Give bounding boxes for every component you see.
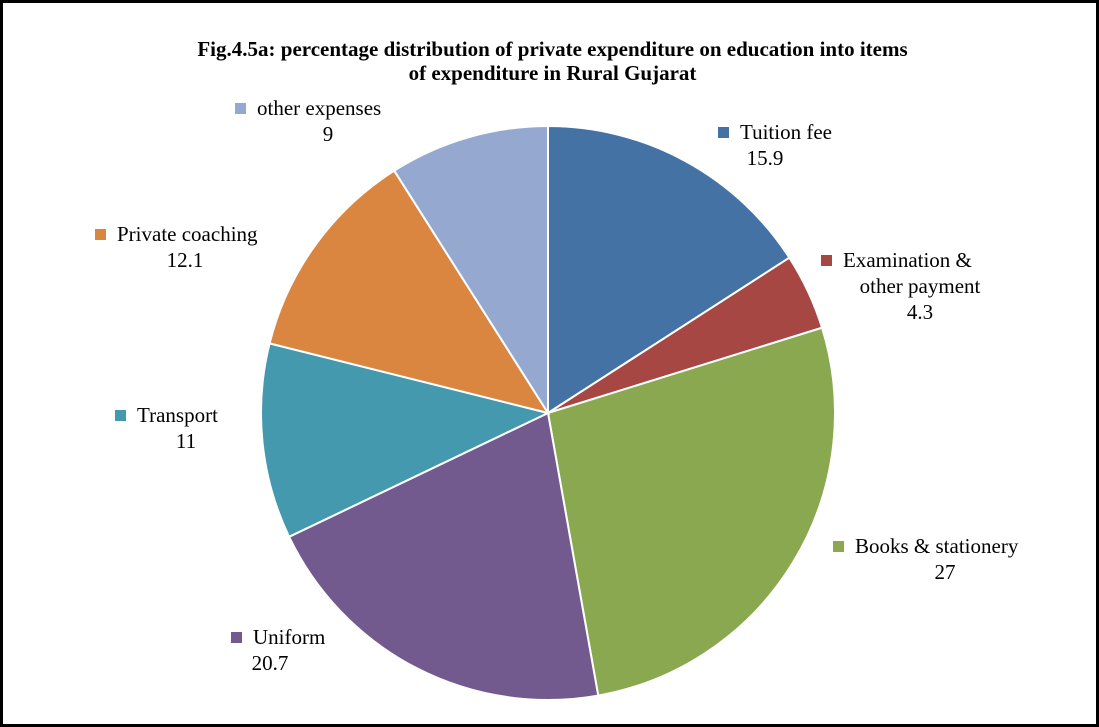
legend-swatch bbox=[115, 410, 126, 421]
category-label: other expenses bbox=[257, 96, 381, 120]
value-label: 11 bbox=[176, 429, 196, 453]
category-label: Examination & bbox=[843, 248, 972, 272]
pie-slice bbox=[546, 326, 836, 697]
legend-swatch bbox=[95, 229, 106, 240]
legend-swatch bbox=[833, 541, 844, 552]
value-label: 12.1 bbox=[167, 248, 204, 272]
value-label: 9 bbox=[323, 122, 334, 146]
category-label: Private coaching bbox=[117, 222, 258, 246]
pie-slice bbox=[260, 342, 551, 539]
legend-swatch bbox=[821, 255, 832, 266]
pie-slice bbox=[287, 411, 600, 701]
value-label: 27 bbox=[935, 560, 956, 584]
category-label: Books & stationery bbox=[855, 534, 1019, 558]
pie-slices bbox=[260, 124, 836, 701]
value-label: 15.9 bbox=[747, 146, 784, 170]
legend-swatch bbox=[235, 103, 246, 114]
value-label: 4.3 bbox=[907, 300, 933, 324]
chart-title-line-1: Fig.4.5a: percentage distribution of pri… bbox=[197, 37, 908, 61]
category-label: Transport bbox=[137, 403, 218, 427]
category-label: other payment bbox=[860, 274, 981, 298]
legend-swatch bbox=[718, 127, 729, 138]
chart-title-line-2: of expenditure in Rural Gujarat bbox=[408, 61, 697, 85]
pie-slice bbox=[268, 169, 551, 415]
category-label: Uniform bbox=[253, 625, 325, 649]
value-label: 20.7 bbox=[252, 651, 289, 675]
legend-swatch bbox=[231, 632, 242, 643]
category-label: Tuition fee bbox=[740, 120, 832, 144]
pie-slice bbox=[392, 124, 549, 417]
pie-slice bbox=[547, 124, 791, 415]
chart-title: Fig.4.5a: percentage distribution of pri… bbox=[43, 37, 1062, 85]
